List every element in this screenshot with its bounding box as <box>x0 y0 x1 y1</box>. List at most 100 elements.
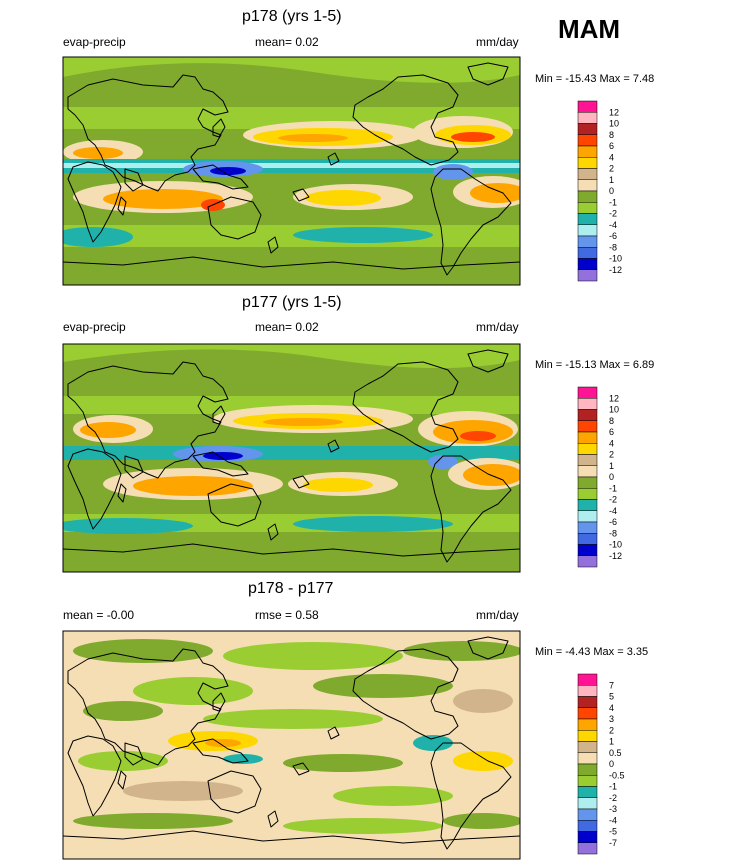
colorbar-swatch <box>577 409 598 421</box>
colorbar-level-label: -4 <box>609 506 617 516</box>
colorbar-level-label: -12 <box>609 265 622 275</box>
colorbar-swatch <box>577 123 598 135</box>
panel-3-title: p178 - p177 <box>248 580 334 597</box>
colorbar-level-label: 3 <box>609 714 614 724</box>
colorbar-level-label: -8 <box>609 242 617 252</box>
panel-3-map <box>62 630 521 860</box>
colorbar-level-label: 8 <box>609 130 614 140</box>
colorbar-level-label: 0 <box>609 472 614 482</box>
colorbar-level-label: 2 <box>609 164 614 174</box>
colorbar-level-label: 10 <box>609 119 619 129</box>
colorbar-swatch <box>577 685 598 697</box>
colorbar-level-label: -6 <box>609 231 617 241</box>
colorbar-swatch <box>577 730 598 742</box>
colorbar-level-label: -5 <box>609 827 617 837</box>
colorbar-swatch <box>577 235 598 248</box>
colorbar-swatch <box>577 145 598 158</box>
colorbar-swatch <box>577 190 598 203</box>
colorbar-swatch <box>577 420 598 433</box>
colorbar-level-label: -0.5 <box>609 770 625 780</box>
colorbar-level-label: 1 <box>609 461 614 471</box>
colorbar-level-label: 10 <box>609 405 619 415</box>
colorbar-level-label: -10 <box>609 540 622 550</box>
colorbar-swatch <box>577 763 598 776</box>
colorbar-swatch <box>577 808 598 821</box>
panel-3-rmse: rmse = 0.58 <box>255 608 319 622</box>
panel-3-mean: mean = -0.00 <box>63 608 135 622</box>
colorbar-level-label: 0 <box>609 759 614 769</box>
colorbar-level-label: 7 <box>609 680 614 690</box>
colorbar-level-label: -2 <box>609 495 617 505</box>
colorbar-swatch <box>577 831 598 843</box>
colorbar-level-label: -1 <box>609 197 617 207</box>
colorbar-level-label: 0.5 <box>609 748 622 758</box>
colorbar-level-label: -1 <box>609 483 617 493</box>
colorbar-swatch <box>577 544 598 556</box>
panel-1-map <box>62 56 521 286</box>
panel-3-units: mm/day <box>476 608 519 622</box>
colorbar-swatch <box>577 157 598 169</box>
panel-1-title: p178 (yrs 1-5) <box>242 8 342 25</box>
panel-2-mean: mean= 0.02 <box>255 320 319 334</box>
colorbar-level-label: -6 <box>609 517 617 527</box>
panel-2-variable: evap-precip <box>63 320 126 334</box>
colorbar-swatch <box>577 112 598 124</box>
panel-1-mean: mean= 0.02 <box>255 35 319 49</box>
colorbar-swatch <box>577 454 598 466</box>
colorbar-swatch <box>577 476 598 489</box>
colorbar-level-label: -8 <box>609 528 617 538</box>
colorbar-level-label: 4 <box>609 703 614 713</box>
colorbar-level-label: -4 <box>609 220 617 230</box>
colorbar-level-label: 2 <box>609 450 614 460</box>
colorbar-swatch <box>577 168 598 180</box>
colorbar-swatch <box>577 707 598 720</box>
colorbar-swatch <box>577 752 598 765</box>
colorbar-swatch <box>577 488 598 500</box>
colorbar-swatch <box>577 673 598 686</box>
colorbar-swatch <box>577 258 598 270</box>
colorbar-level-label: -10 <box>609 254 622 264</box>
colorbar-swatch <box>577 386 598 399</box>
colorbar-level-label: 8 <box>609 416 614 426</box>
colorbar-level-label: 12 <box>609 393 619 403</box>
colorbar-level-label: -12 <box>609 551 622 561</box>
colorbar-swatch <box>577 741 598 753</box>
colorbar-swatch <box>577 269 598 282</box>
season-title: MAM <box>558 14 621 44</box>
colorbar-level-label: 4 <box>609 438 614 448</box>
colorbar-level-label: -2 <box>609 209 617 219</box>
colorbar-level-label: 1 <box>609 175 614 185</box>
panel-2-map <box>62 343 521 573</box>
colorbar-swatch <box>577 443 598 455</box>
colorbar-swatch <box>577 533 598 545</box>
colorbar-swatch <box>577 521 598 534</box>
colorbar-swatch <box>577 465 598 478</box>
panel-1-units: mm/day <box>476 35 519 49</box>
colorbar-swatch <box>577 718 598 731</box>
colorbar-level-label: -7 <box>609 838 617 848</box>
colorbar-swatch <box>577 247 598 259</box>
colorbar-swatch <box>577 499 598 511</box>
panel-2-minmax: Min = -15.13 Max = 6.89 <box>535 359 655 371</box>
colorbar-level-label: -2 <box>609 793 617 803</box>
colorbar-swatch <box>577 431 598 444</box>
colorbar-level-label: 1 <box>609 737 614 747</box>
colorbar-level-label: 12 <box>609 107 619 117</box>
panel-1-minmax: Min = -15.43 Max = 7.48 <box>535 73 655 85</box>
panel-3-minmax: Min = -4.43 Max = 3.35 <box>535 646 649 658</box>
colorbar-swatch <box>577 213 598 225</box>
panel-2-units: mm/day <box>476 320 519 334</box>
colorbar-swatch <box>577 224 598 237</box>
colorbar-swatch <box>577 786 598 798</box>
colorbar-swatch <box>577 696 598 708</box>
colorbar-level-label: 0 <box>609 186 614 196</box>
colorbar-swatch <box>577 820 598 832</box>
colorbar-swatch <box>577 100 598 113</box>
colorbar-level-label: -4 <box>609 815 617 825</box>
colorbar-level-label: 5 <box>609 692 614 702</box>
panel-2-title: p177 (yrs 1-5) <box>242 294 342 311</box>
colorbar-level-label: -1 <box>609 782 617 792</box>
